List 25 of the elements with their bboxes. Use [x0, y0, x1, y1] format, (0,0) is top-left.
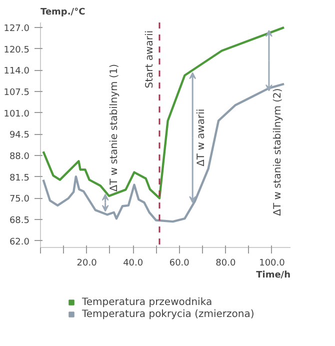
y-axis-title: Temp./°C	[40, 8, 86, 18]
y-tick-label: 114.0	[4, 66, 30, 77]
x-tick-label: 100.0	[259, 258, 286, 268]
y-tick-label: 68.5	[9, 216, 30, 226]
y-tick-label: 120.5	[4, 45, 30, 56]
y-tick-label: 107.5	[4, 88, 30, 98]
ref-line-label: Start awarii	[144, 30, 156, 88]
y-tick-label: 88.0	[9, 152, 30, 162]
y-tick-label: 75.0	[9, 194, 30, 205]
x-tick-label: 80.0	[216, 258, 236, 268]
x-tick-label: 20.0	[76, 258, 98, 268]
annotation: ΔT w awarii	[196, 108, 208, 166]
x-tick-label: 60.0	[169, 258, 190, 268]
y-tick-label: 127.0	[4, 24, 30, 34]
y-tick-label: 94.5	[9, 130, 30, 141]
legend-label: Temperatura przewodnika	[82, 296, 212, 308]
legend-label: Temperatura pokrycia (zmierzona)	[82, 308, 254, 320]
annotation: ΔT w stanie stabilnym (2)	[272, 88, 284, 216]
annotation: ΔT w stanie stabilnym (1)	[108, 64, 120, 192]
x-tick-label: 40.0	[123, 258, 144, 268]
y-tick-label: 62.0	[9, 237, 30, 248]
y-tick-label: 81.5	[9, 173, 30, 184]
y-tick-label: 101.0	[4, 109, 30, 120]
x-axis-title: Time/h	[256, 270, 291, 280]
line-series	[42, 26, 286, 200]
